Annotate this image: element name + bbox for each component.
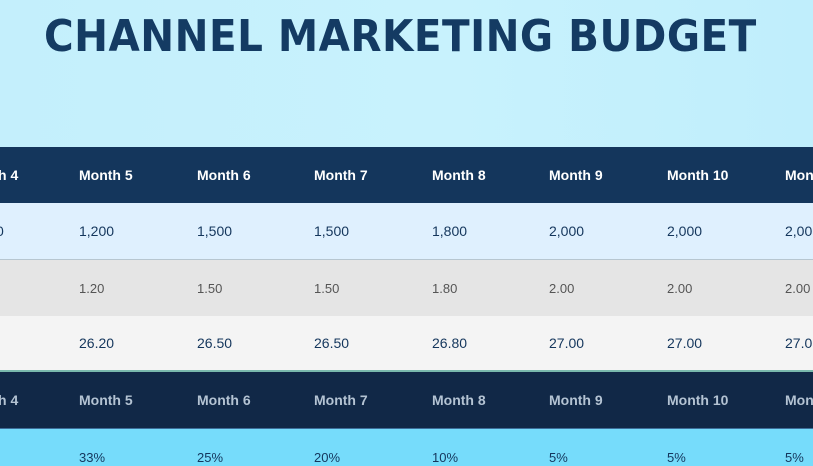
header-cell-month-4[interactable]: h 4 [0, 167, 19, 183]
header-cell-month-11[interactable]: Mon [785, 392, 813, 408]
percent-cell-month-7[interactable]: 20% [314, 450, 341, 465]
percent-cell-month-6[interactable]: 25% [197, 450, 224, 465]
table-cell-month-6[interactable]: 1.50 [197, 280, 223, 296]
table-cell-month-10[interactable]: 2,000 [667, 223, 703, 239]
percent-cell-month-8[interactable]: 10% [432, 450, 459, 465]
table-cell-month-11[interactable]: 2.00 [785, 280, 811, 296]
title-band: CHANNEL MARKETING BUDGET [0, 0, 813, 147]
table-cell-month-5[interactable]: 26.20 [79, 335, 115, 351]
percent-cell-month-5[interactable]: 33% [79, 450, 106, 465]
header-cell-month-5[interactable]: Month 5 [79, 167, 133, 183]
table-row: 26.20 26.50 26.50 26.80 27.00 27.00 27.0 [0, 316, 813, 372]
table-cell-month-8[interactable]: 26.80 [432, 335, 468, 351]
table-cell-month-6[interactable]: 1,500 [197, 223, 233, 239]
header-cell-month-10[interactable]: Month 10 [667, 392, 729, 408]
table-cell-month-7[interactable]: 1,500 [314, 223, 350, 239]
header-cell-month-4[interactable]: h 4 [0, 392, 19, 408]
header-cell-month-11[interactable]: Mon [785, 167, 813, 183]
table-row: 1.20 1.50 1.50 1.80 2.00 2.00 2.00 [0, 260, 813, 316]
month-header-row: h 4 Month 5 Month 6 Month 7 Month 8 Mont… [0, 147, 813, 203]
percent-cell-month-9[interactable]: 5% [549, 450, 568, 465]
header-cell-month-8[interactable]: Month 8 [432, 167, 486, 183]
header-cell-month-10[interactable]: Month 10 [667, 167, 729, 183]
table-cell-month-8[interactable]: 1,800 [432, 223, 468, 239]
table-cell-month-11[interactable]: 27.0 [785, 335, 813, 351]
table-row: 0 1,200 1,500 1,500 1,800 2,000 2,000 2,… [0, 203, 813, 260]
table-cell-month-7[interactable]: 26.50 [314, 335, 350, 351]
header-cell-month-5[interactable]: Month 5 [79, 392, 133, 408]
percent-row: 33% 25% 20% 10% 5% 5% 5% [0, 429, 813, 466]
table-cell-month-9[interactable]: 2.00 [549, 280, 575, 296]
table-cell-month-8[interactable]: 1.80 [432, 280, 458, 296]
table-cell-month-11[interactable]: 2,00 [785, 223, 813, 239]
header-cell-month-6[interactable]: Month 6 [197, 392, 251, 408]
table-cell-month-10[interactable]: 27.00 [667, 335, 703, 351]
table-cell-month-6[interactable]: 26.50 [197, 335, 233, 351]
header-cell-month-9[interactable]: Month 9 [549, 167, 603, 183]
table-cell-month-7[interactable]: 1.50 [314, 280, 340, 296]
header-cell-month-6[interactable]: Month 6 [197, 167, 251, 183]
table-cell-month-5[interactable]: 1.20 [79, 280, 105, 296]
month-header-row-2: h 4 Month 5 Month 6 Month 7 Month 8 Mont… [0, 372, 813, 429]
percent-cell-month-11[interactable]: 5% [785, 450, 804, 465]
header-cell-month-7[interactable]: Month 7 [314, 392, 368, 408]
table-cell-month-5[interactable]: 1,200 [79, 223, 115, 239]
table-cell-month-9[interactable]: 2,000 [549, 223, 585, 239]
header-cell-month-8[interactable]: Month 8 [432, 392, 486, 408]
header-cell-month-7[interactable]: Month 7 [314, 167, 368, 183]
page-title: CHANNEL MARKETING BUDGET [44, 11, 757, 62]
table-cell-month-4[interactable]: 0 [0, 203, 4, 259]
table-cell-month-10[interactable]: 2.00 [667, 280, 693, 296]
percent-cell-month-10[interactable]: 5% [667, 450, 686, 465]
header-cell-month-9[interactable]: Month 9 [549, 392, 603, 408]
table-cell-month-9[interactable]: 27.00 [549, 335, 585, 351]
